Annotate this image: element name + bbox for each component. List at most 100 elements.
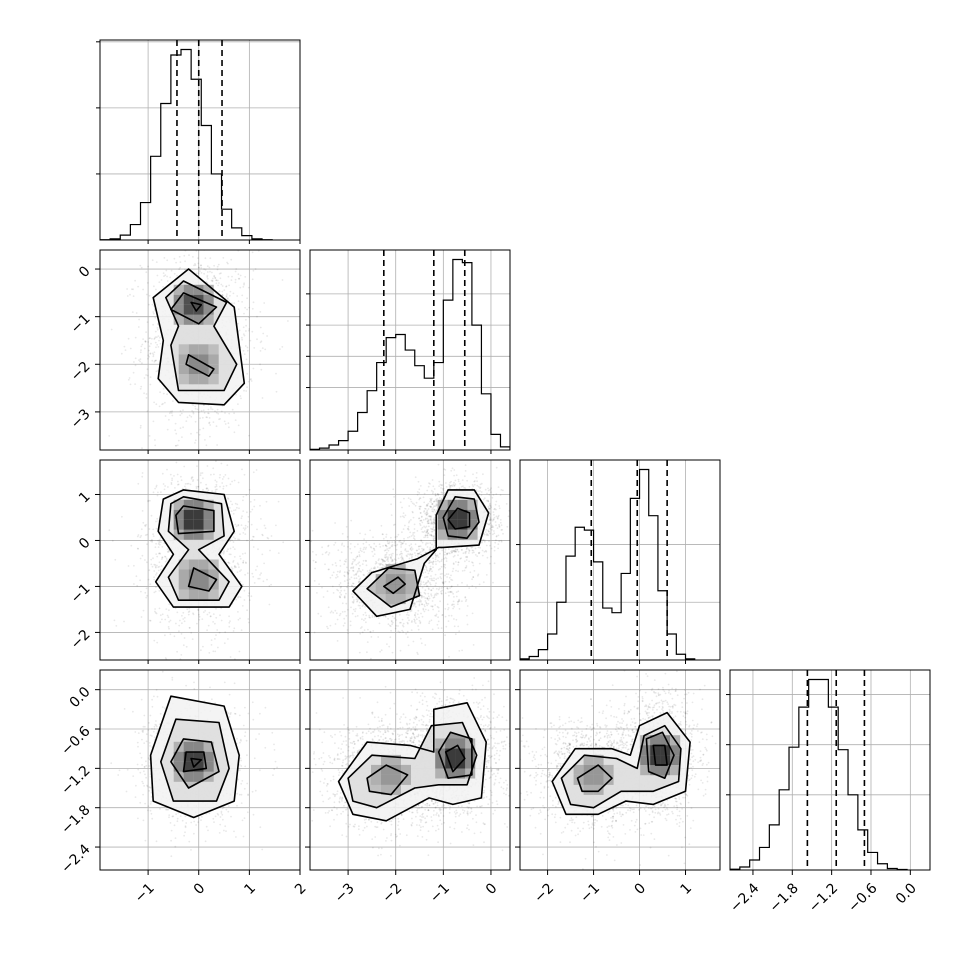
scatter-point (489, 522, 492, 525)
scatter-point (434, 492, 437, 495)
scatter-point (148, 569, 151, 572)
scatter-point (413, 535, 416, 538)
panel-frame (309, 249, 511, 451)
scatter-point (431, 503, 434, 505)
scatter-point (197, 609, 199, 611)
scatter-point (185, 645, 188, 648)
scatter-point (248, 316, 251, 319)
scatter-point (246, 349, 249, 352)
scatter-point (167, 626, 170, 628)
scatter-point (310, 540, 313, 543)
scatter-point (364, 548, 367, 550)
scatter-point (418, 505, 421, 508)
scatter-point (198, 615, 201, 618)
scatter-point (156, 328, 159, 331)
scatter-point (251, 278, 254, 281)
scatter-point (493, 513, 495, 516)
scatter-point (229, 656, 232, 658)
scatter-point (464, 596, 467, 598)
scatter-point (155, 520, 157, 523)
scatter-point (156, 564, 158, 567)
scatter-point (482, 539, 485, 541)
scatter-point (364, 605, 366, 608)
scatter-point (425, 583, 427, 585)
scatter-point (433, 522, 436, 524)
scatter-point (171, 479, 174, 482)
scatter-point (494, 521, 497, 523)
scatter-point (430, 589, 433, 592)
scatter-point (421, 541, 424, 544)
scatter-point (239, 555, 241, 558)
scatter-point (146, 543, 149, 546)
scatter-point (234, 419, 237, 421)
scatter-point (248, 306, 251, 309)
scatter-point (429, 505, 431, 508)
scatter-point (434, 542, 436, 544)
scatter-point (256, 338, 258, 341)
scatter-point (440, 487, 442, 489)
scatter-point (153, 338, 156, 340)
scatter-point (401, 531, 403, 534)
scatter-point (433, 516, 436, 519)
scatter-point (348, 578, 351, 581)
scatter-point (188, 414, 191, 417)
scatter-point (164, 415, 167, 417)
scatter-point (358, 568, 360, 570)
density-cell (188, 344, 199, 355)
scatter-point (472, 473, 474, 476)
scatter-point (495, 515, 498, 518)
scatter-point (502, 489, 504, 492)
scatter-point (370, 546, 373, 549)
scatter-point (451, 467, 454, 470)
scatter-point (498, 505, 501, 507)
scatter-point (437, 493, 440, 496)
scatter-point (163, 488, 166, 491)
scatter-point (192, 479, 195, 481)
scatter-point (171, 410, 174, 413)
scatter-point (231, 302, 233, 305)
scatter-point (464, 470, 467, 472)
scatter-point (149, 540, 152, 542)
scatter-point (480, 540, 483, 543)
scatter-point (468, 485, 471, 488)
hist-panel-p2 (516, 459, 721, 661)
scatter-point (420, 528, 423, 530)
scatter-point (160, 279, 163, 281)
scatter-point (497, 517, 499, 520)
scatter-point (433, 500, 435, 503)
scatter-point (480, 494, 483, 496)
scatter-point (224, 474, 227, 476)
scatter-point (223, 558, 226, 561)
scatter-point (240, 517, 243, 520)
scatter-point (140, 349, 142, 351)
scatter-point (152, 355, 155, 358)
density-cell (178, 579, 189, 590)
scatter-point (527, 513, 529, 515)
scatter-point (381, 558, 384, 561)
scatter-point (489, 502, 491, 505)
scatter-point (416, 530, 419, 532)
scatter-point (244, 552, 247, 555)
scatter-point (179, 414, 182, 417)
scatter-point (433, 522, 435, 525)
scatter-point (506, 525, 509, 528)
scatter-point (188, 626, 191, 629)
scatter-point (242, 349, 245, 352)
scatter-point (328, 552, 331, 554)
scatter-point (465, 566, 468, 569)
scatter-point (489, 519, 491, 522)
scatter-point (259, 341, 262, 344)
scatter-point (426, 528, 429, 531)
scatter-point (229, 500, 232, 503)
scatter-point (431, 522, 434, 524)
hist-panel-p1 (306, 249, 511, 451)
scatter-point (449, 552, 451, 555)
scatter-point (208, 417, 211, 419)
scatter-point (420, 581, 422, 583)
scatter-point (154, 565, 157, 568)
scatter-point (347, 632, 349, 634)
scatter-point (464, 600, 467, 603)
scatter-point (427, 579, 429, 582)
scatter-point (275, 390, 278, 393)
scatter-point (430, 534, 433, 537)
